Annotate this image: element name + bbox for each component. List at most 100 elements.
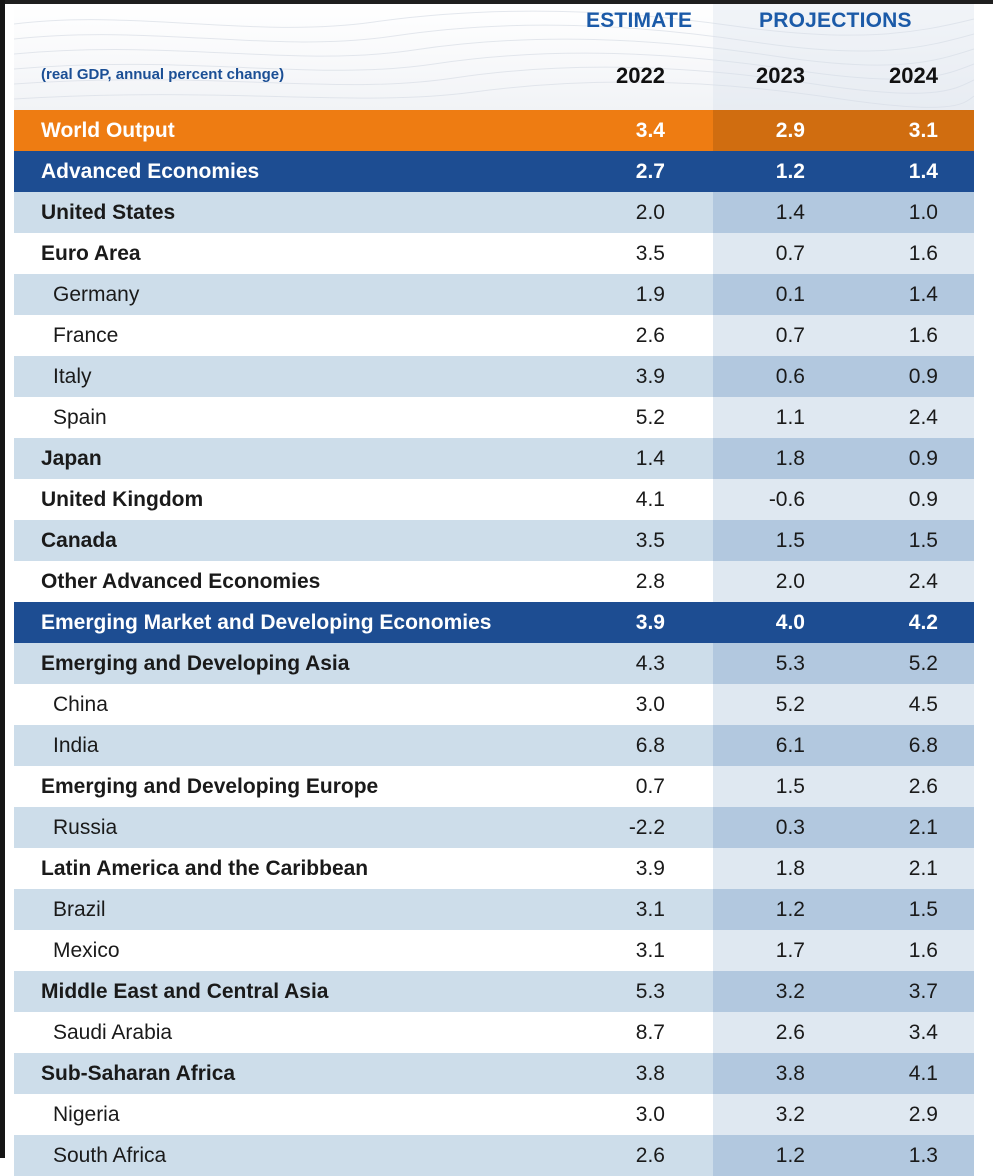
table-row: Japan 1.4 1.8 0.9	[14, 438, 974, 479]
value-cell-2024: 1.0	[908, 201, 938, 224]
value-cell-2022: 3.5	[635, 242, 665, 265]
row-label: Spain	[53, 406, 107, 429]
value-cell-2023: 1.2	[775, 898, 805, 921]
value-cell-2023: 3.2	[775, 1103, 805, 1126]
table-row: Brazil 3.1 1.2 1.5	[14, 889, 974, 930]
projection-cell-shade	[713, 807, 974, 848]
projection-cell-shade	[713, 643, 974, 684]
projection-cell-shade	[713, 889, 974, 930]
value-cell-2023: 0.1	[775, 283, 805, 306]
projection-cell-shade	[713, 684, 974, 725]
value-cell-2024: 1.4	[908, 160, 938, 183]
row-label: Brazil	[53, 898, 106, 921]
value-cell-2024: 3.1	[908, 119, 938, 142]
row-label: Russia	[53, 816, 118, 839]
value-cell-2022: 4.3	[635, 652, 665, 675]
projections-header-shade	[713, 4, 974, 110]
projection-cell-shade	[713, 110, 974, 151]
table-row: Euro Area 3.5 0.7 1.6	[14, 233, 974, 274]
value-cell-2023: 1.5	[775, 529, 805, 552]
row-label: China	[53, 693, 108, 716]
value-cell-2023: 3.2	[775, 980, 805, 1003]
projection-cell-shade	[713, 1094, 974, 1135]
value-cell-2022: 5.3	[635, 980, 665, 1003]
year-2022-header: 2022	[616, 63, 665, 88]
value-cell-2023: 1.1	[775, 406, 805, 429]
value-cell-2023: 1.5	[775, 775, 805, 798]
projections-label: PROJECTIONS	[759, 9, 912, 32]
value-cell-2022: 1.4	[635, 447, 665, 470]
value-cell-2024: 2.9	[908, 1103, 938, 1126]
row-label: United Kingdom	[41, 488, 204, 511]
projection-cell-shade	[713, 1012, 974, 1053]
year-2023-header: 2023	[756, 63, 805, 88]
projection-cell-shade	[713, 725, 974, 766]
value-cell-2024: 3.7	[908, 980, 938, 1003]
value-cell-2022: 3.5	[635, 529, 665, 552]
value-cell-2024: 1.6	[908, 939, 938, 962]
value-cell-2022: 2.7	[635, 160, 665, 183]
table-row: United Kingdom 4.1 -0.6 0.9	[14, 479, 974, 520]
row-label: Sub-Saharan Africa	[41, 1062, 236, 1085]
row-label: Canada	[41, 529, 117, 552]
value-cell-2022: 5.2	[635, 406, 665, 429]
value-cell-2024: 4.1	[908, 1062, 938, 1085]
value-cell-2024: 1.4	[908, 283, 938, 306]
value-cell-2022: 4.1	[635, 488, 665, 511]
table-row: Mexico 3.1 1.7 1.6	[14, 930, 974, 971]
table-row: Nigeria 3.0 3.2 2.9	[14, 1094, 974, 1135]
row-label: Saudi Arabia	[53, 1021, 173, 1044]
value-cell-2023: 1.4	[775, 201, 805, 224]
table-row: Latin America and the Caribbean 3.9 1.8 2.1	[14, 848, 974, 889]
projection-cell-shade	[713, 315, 974, 356]
table-row: Italy 3.9 0.6 0.9	[14, 356, 974, 397]
value-cell-2022: 3.0	[635, 1103, 665, 1126]
table-row: World Output 3.4 2.9 3.1	[14, 110, 974, 151]
value-cell-2022: 3.0	[635, 693, 665, 716]
value-cell-2024: 2.4	[908, 570, 938, 593]
row-label: Latin America and the Caribbean	[41, 857, 369, 880]
table-row: Other Advanced Economies 2.8 2.0 2.4	[14, 561, 974, 602]
value-cell-2023: 0.7	[775, 324, 805, 347]
value-cell-2023: 5.2	[775, 693, 805, 716]
row-label: South Africa	[53, 1144, 167, 1167]
projection-cell-shade	[713, 397, 974, 438]
table-row: Emerging Market and Developing Economies…	[14, 602, 974, 643]
value-cell-2022: 3.9	[635, 611, 665, 634]
value-cell-2022: 3.9	[635, 365, 665, 388]
value-cell-2023: 4.0	[775, 611, 805, 634]
row-label: Advanced Economies	[41, 160, 260, 183]
value-cell-2022: -2.2	[628, 816, 665, 839]
table-row: Middle East and Central Asia 5.3 3.2 3.7	[14, 971, 974, 1012]
value-cell-2024: 0.9	[908, 447, 938, 470]
row-label: Japan	[41, 447, 102, 470]
projection-cell-shade	[713, 1053, 974, 1094]
projection-cell-shade	[713, 192, 974, 233]
value-cell-2024: 6.8	[908, 734, 938, 757]
value-cell-2023: 1.8	[775, 447, 805, 470]
value-cell-2024: 1.6	[908, 242, 938, 265]
value-cell-2022: 8.7	[635, 1021, 665, 1044]
row-label: Mexico	[53, 939, 120, 962]
value-cell-2022: 2.0	[635, 201, 665, 224]
row-label: World Output	[41, 119, 175, 142]
table-row: China 3.0 5.2 4.5	[14, 684, 974, 725]
row-label: Emerging Market and Developing Economies	[41, 611, 492, 634]
table-subtitle: (real GDP, annual percent change)	[41, 66, 285, 83]
value-cell-2023: -0.6	[768, 488, 805, 511]
projection-cell-shade	[713, 520, 974, 561]
table-row: Germany 1.9 0.1 1.4	[14, 274, 974, 315]
value-cell-2022: 3.9	[635, 857, 665, 880]
value-cell-2024: 2.1	[908, 857, 938, 880]
value-cell-2023: 6.1	[775, 734, 805, 757]
projection-cell-shade	[713, 971, 974, 1012]
row-label: Euro Area	[41, 242, 141, 265]
header-wave-pattern	[14, 10, 974, 108]
value-cell-2023: 2.9	[775, 119, 805, 142]
value-cell-2024: 2.4	[908, 406, 938, 429]
value-cell-2023: 5.3	[775, 652, 805, 675]
value-cell-2023: 2.6	[775, 1021, 805, 1044]
value-cell-2022: 2.8	[635, 570, 665, 593]
table-row: Sub-Saharan Africa 3.8 3.8 4.1	[14, 1053, 974, 1094]
table-row: Saudi Arabia 8.7 2.6 3.4	[14, 1012, 974, 1053]
